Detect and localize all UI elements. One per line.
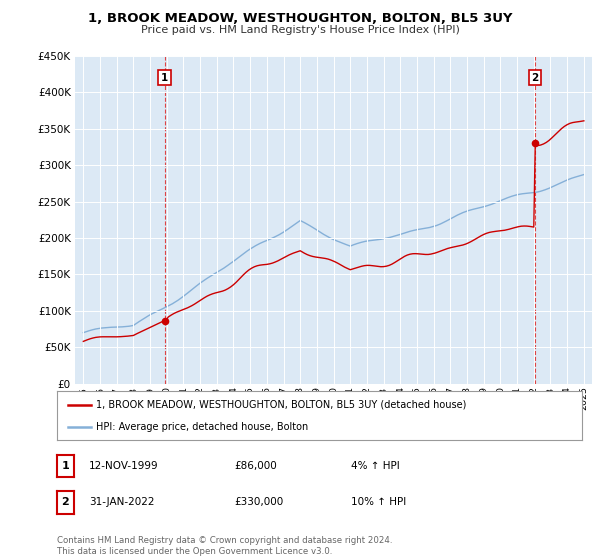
Text: 1: 1	[161, 73, 168, 83]
Text: 1, BROOK MEADOW, WESTHOUGHTON, BOLTON, BL5 3UY (detached house): 1, BROOK MEADOW, WESTHOUGHTON, BOLTON, B…	[97, 399, 467, 409]
Text: 2: 2	[532, 73, 539, 83]
Text: 2: 2	[62, 497, 69, 507]
Text: 4% ↑ HPI: 4% ↑ HPI	[351, 461, 400, 471]
Text: 1: 1	[62, 461, 69, 471]
Text: 31-JAN-2022: 31-JAN-2022	[89, 497, 154, 507]
Text: Price paid vs. HM Land Registry's House Price Index (HPI): Price paid vs. HM Land Registry's House …	[140, 25, 460, 35]
Text: 10% ↑ HPI: 10% ↑ HPI	[351, 497, 406, 507]
Text: 1, BROOK MEADOW, WESTHOUGHTON, BOLTON, BL5 3UY: 1, BROOK MEADOW, WESTHOUGHTON, BOLTON, B…	[88, 12, 512, 25]
Text: HPI: Average price, detached house, Bolton: HPI: Average price, detached house, Bolt…	[97, 422, 308, 432]
Text: 12-NOV-1999: 12-NOV-1999	[89, 461, 158, 471]
Text: £330,000: £330,000	[234, 497, 283, 507]
Text: Contains HM Land Registry data © Crown copyright and database right 2024.
This d: Contains HM Land Registry data © Crown c…	[57, 536, 392, 556]
Text: £86,000: £86,000	[234, 461, 277, 471]
